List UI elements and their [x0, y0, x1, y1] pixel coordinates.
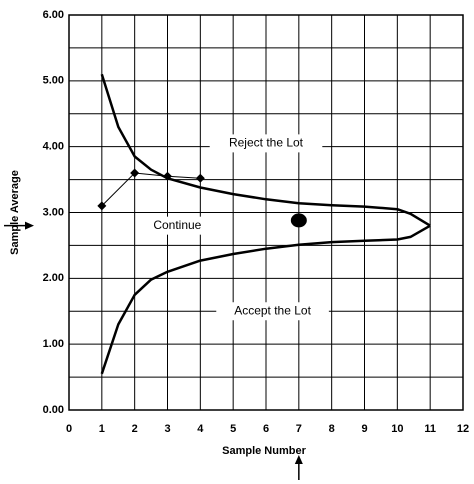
y-tick-label: 4.00: [43, 141, 64, 153]
region-labels: Reject the Lot Continue Accept the Lot: [141, 134, 329, 321]
x-tick-label: 10: [391, 423, 403, 435]
grid-lines: [68, 14, 464, 411]
x-tick-label: 8: [329, 423, 335, 435]
x-tick-label: 5: [230, 423, 236, 435]
region-label-text: Reject the Lot: [229, 136, 304, 150]
region-label-text: Accept the Lot: [234, 303, 311, 317]
x-axis-title: Sample Number: [222, 445, 306, 457]
y-tick-label: 0.00: [43, 404, 64, 416]
y-tick-label: 5.00: [43, 75, 64, 87]
x-tick-label: 2: [132, 423, 138, 435]
sample-points: [97, 168, 307, 228]
x-tick-label: 3: [164, 423, 170, 435]
region-label-2: Accept the Lot: [216, 302, 329, 321]
sample-point: [195, 173, 205, 183]
x-tick-label: 4: [197, 423, 204, 435]
x-tick-label: 0: [66, 423, 72, 435]
region-label-background: [141, 216, 213, 235]
x-tick-label: 6: [263, 423, 269, 435]
sample-point: [130, 168, 140, 178]
highlight-point: [290, 213, 307, 228]
sample-averages-line: [101, 172, 201, 207]
y-axis-title: Sample Average: [9, 170, 21, 255]
region-label-background: [216, 302, 329, 321]
x-arrow-head: [294, 455, 303, 464]
y-arrow-head: [25, 221, 34, 230]
lower-boundary-line: [100, 224, 431, 375]
region-label-1: Continue: [141, 216, 213, 235]
sample-point: [97, 201, 107, 211]
x-tick-label: 12: [457, 423, 469, 435]
y-tick-label: 3.00: [43, 206, 64, 218]
region-label-0: Reject the Lot: [209, 134, 323, 153]
tick-labels: 0 1 2 3 4 5 6 7 8 9 10 11 120.001.002.003.004.005.00…: [43, 9, 470, 435]
region-label-background: [209, 134, 323, 153]
region-label-text: Continue: [153, 218, 201, 232]
axis-arrows: [4, 221, 303, 480]
x-tick-label: 1: [99, 423, 105, 435]
x-tick-label: 7: [296, 423, 302, 435]
boundary-curves: [100, 73, 431, 375]
y-tick-label: 1.00: [43, 338, 64, 350]
x-tick-label: 9: [361, 423, 367, 435]
y-tick-label: 2.00: [43, 272, 64, 284]
sample-point: [163, 171, 172, 181]
plot-frame: [68, 14, 464, 411]
y-tick-label: 6.00: [43, 9, 64, 21]
x-tick-label: 11: [424, 423, 436, 435]
upper-boundary-line: [100, 73, 431, 227]
